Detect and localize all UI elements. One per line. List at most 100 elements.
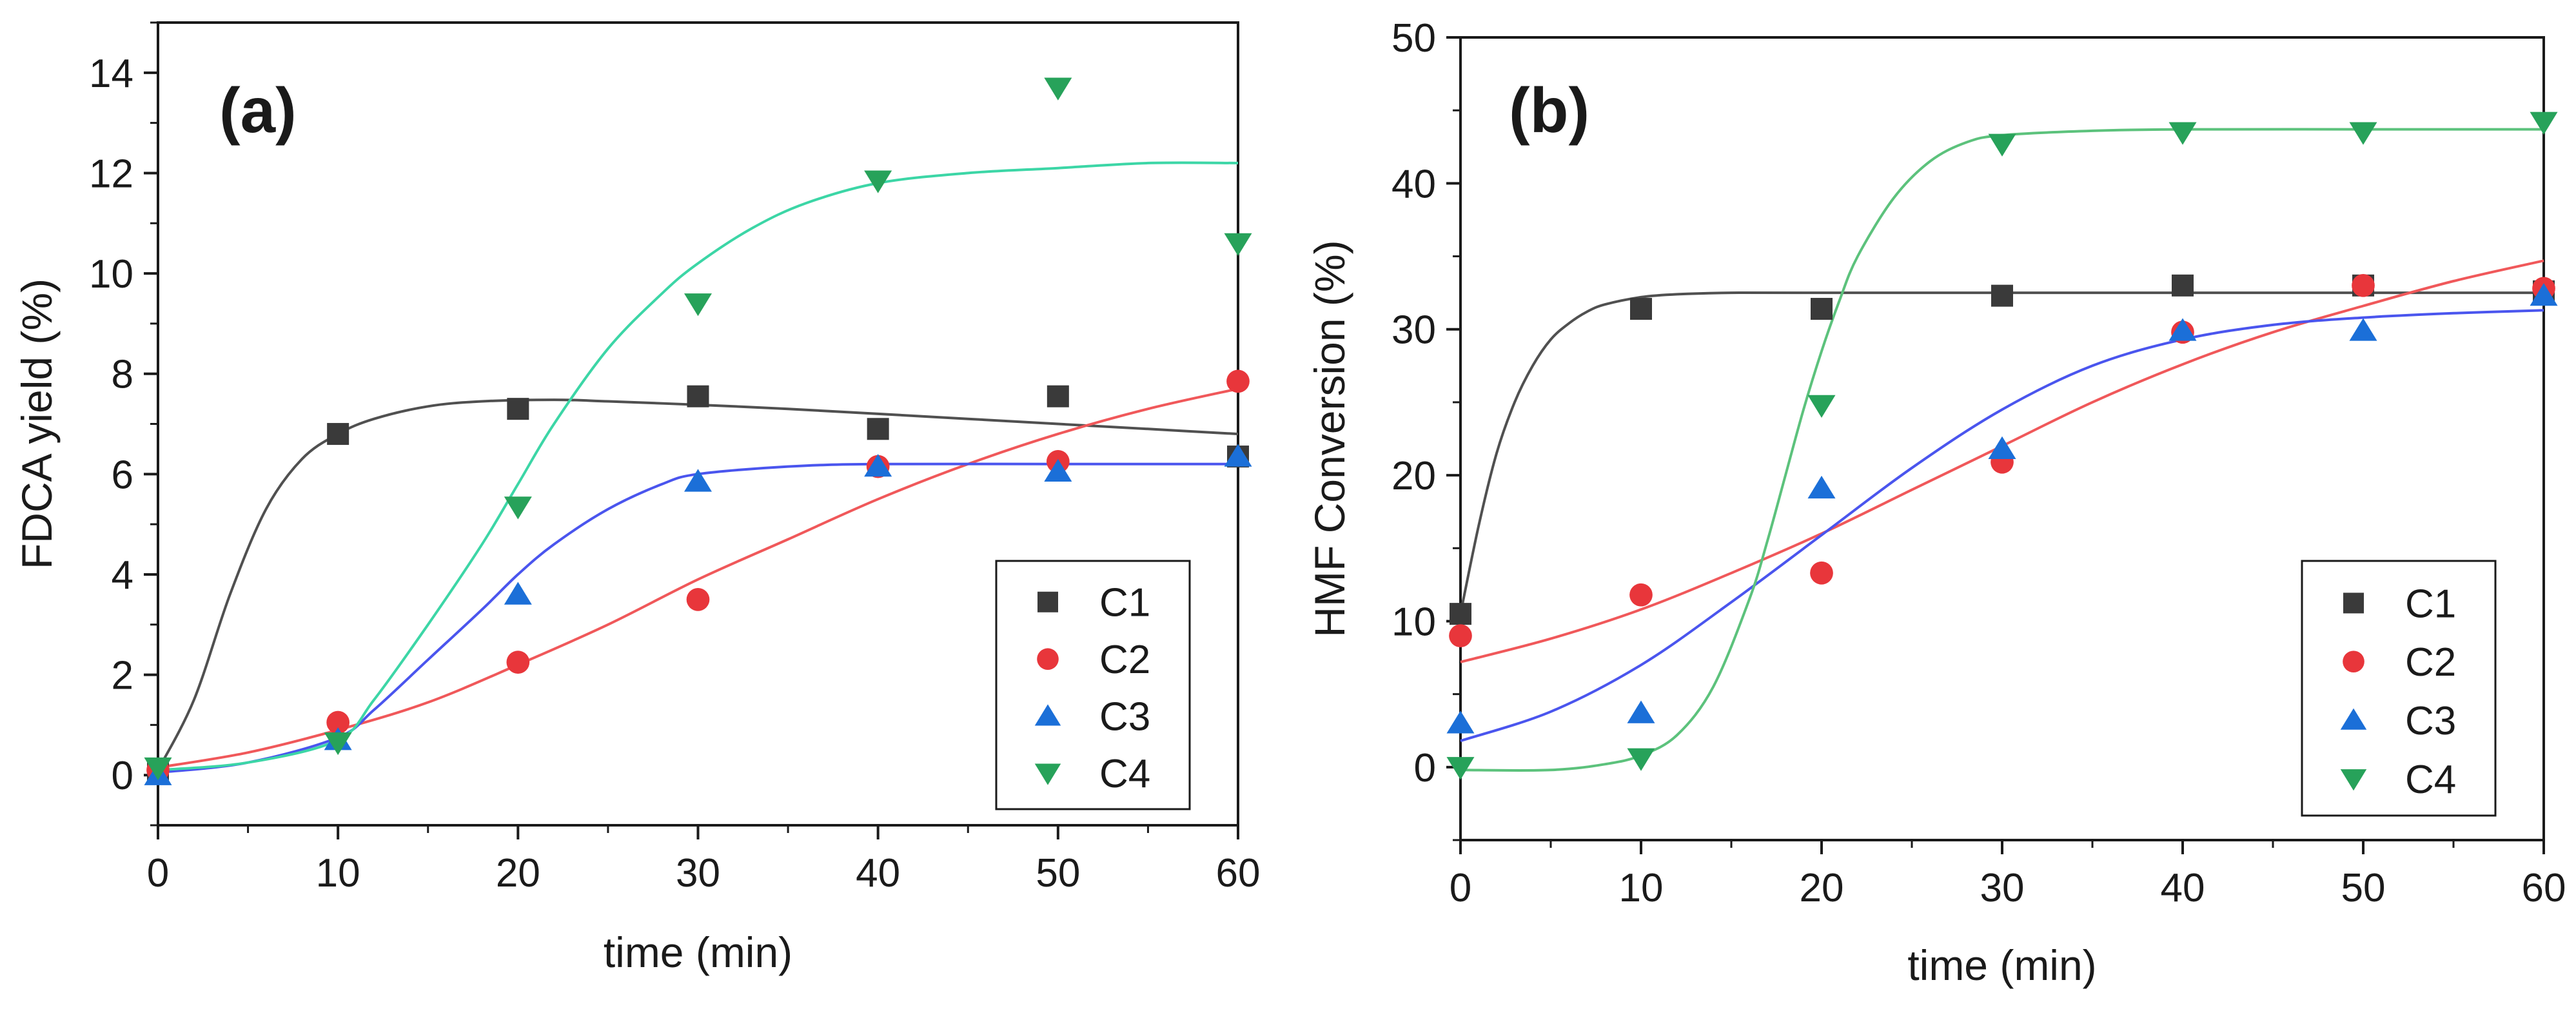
- plot-b-point-c1: [1811, 298, 1833, 320]
- plot-a-legend: C1 C2 C3 C4: [995, 560, 1191, 810]
- plot-b-data-points: [1446, 112, 2558, 780]
- plot-b-x-tick-label: 10: [1619, 866, 1664, 910]
- plot-a-point-c3: [683, 469, 713, 492]
- plot-a-x-tick-label: 10: [316, 851, 360, 896]
- plot-a-y-tick-label: 4: [112, 553, 133, 598]
- plot-b-ticks: 0 10 20 30 40 50 60 0 10 20 30 40 50: [1391, 16, 2566, 910]
- plot-b-legend-label-c4: C4: [2405, 758, 2456, 802]
- plot-b-point-c3: [1807, 475, 1836, 499]
- plot-b-point-c4: [1446, 757, 1475, 780]
- plot-b-point-c4: [2168, 122, 2197, 145]
- plot-a-y-tick-label: 6: [112, 453, 133, 497]
- plot-a-x-tick-label: 60: [1216, 851, 1261, 896]
- plot-a-point-c4: [504, 496, 532, 520]
- plot-a-y-tick-label: 12: [89, 152, 133, 196]
- plot-a-point-c3: [1044, 458, 1072, 482]
- plot-a-point-c3: [864, 454, 892, 477]
- plot-b-point-c2: [1449, 624, 1472, 647]
- plot-a-y-axis-label: FDCA yield (%): [13, 279, 61, 569]
- plot-a-point-c4: [324, 732, 352, 756]
- plot-b-legend-marker-c1: [2343, 593, 2364, 614]
- panel-b-label: (b): [1509, 75, 1589, 146]
- plot-b-legend-label-c3: C3: [2405, 699, 2456, 743]
- plot-b-point-c2: [1810, 561, 1833, 585]
- plot-b-legend-marker-c4: [2340, 769, 2367, 791]
- plot-b-point-c3: [1627, 700, 1655, 723]
- plot-b-fit-curve-c3: [1460, 309, 2544, 743]
- plot-b-point-c3: [2168, 318, 2197, 341]
- plot-a-point-c4: [683, 293, 713, 317]
- plot-b-point-c4: [1627, 748, 1655, 771]
- plot-a-x-tick-label: 50: [1036, 851, 1080, 896]
- plot-b-x-tick-label: 20: [1800, 866, 1844, 910]
- plot-b-y-tick-label: 0: [1414, 746, 1436, 790]
- plot-a-y-tick-label: 10: [89, 252, 133, 297]
- plot-a-point-c1: [327, 423, 349, 446]
- plot-a-x-tick-label: 30: [676, 851, 720, 896]
- plot-a-point-c4: [1224, 233, 1252, 256]
- plot-b-point-c2: [1629, 583, 1653, 607]
- plot-b-x-tick-label: 30: [1980, 866, 2025, 910]
- plot-a-point-c2: [506, 651, 530, 674]
- plot-a-y-tick-label: 8: [112, 353, 133, 397]
- plot-b-point-c3: [1988, 436, 2016, 459]
- plot-b-point-c1: [2172, 274, 2194, 297]
- plot-a-legend-label-c2: C2: [1099, 638, 1150, 682]
- plot-a-y-tick-label: 2: [112, 654, 133, 698]
- plot-b-point-c1: [1991, 284, 2013, 307]
- plot-a-x-tick-label: 0: [147, 851, 169, 896]
- plot-a-point-c3: [504, 582, 532, 605]
- plot-b-point-c4: [2530, 112, 2558, 135]
- plot-b-y-tick-label: 10: [1391, 600, 1436, 644]
- plot-a-legend-marker-c1: [1037, 591, 1058, 612]
- plot-a-legend-label-c1: C1: [1099, 581, 1150, 625]
- plot-a-point-c3: [1224, 444, 1252, 467]
- plot-b-y-axis-label: HMF Conversion (%): [1306, 240, 1353, 637]
- plot-a-legend-marker-c2: [1037, 648, 1059, 671]
- plot-a-legend-marker-c3: [1034, 704, 1061, 726]
- plot-a-point-c4: [1044, 77, 1072, 101]
- plot-b-point-c4: [2349, 122, 2377, 145]
- plot-b-y-tick-label: 20: [1391, 454, 1436, 498]
- plot-a-fit-curve-c1: [157, 398, 1239, 771]
- plot-a-legend-label-c3: C3: [1099, 695, 1150, 740]
- plot-b-y-tick-label: 30: [1391, 308, 1436, 353]
- plot-a-point-c2: [326, 710, 350, 734]
- plot-b-point-c4: [1988, 133, 2016, 157]
- plot-b-x-tick-label: 60: [2522, 866, 2566, 910]
- plot-b-legend-marker-c2: [2343, 651, 2365, 672]
- plot-a-data-points: [144, 77, 1252, 785]
- plot-a-point-c1: [1047, 385, 1069, 407]
- plot-b-x-tick-label: 50: [2341, 866, 2386, 910]
- plot-b-point-c4: [1807, 395, 1836, 418]
- plot-b-point-c3: [1446, 710, 1475, 734]
- plot-b-point-c1: [1630, 298, 1652, 320]
- plot-b-x-axis-label: time (min): [1907, 941, 2096, 989]
- plot-b-legend-label-c1: C1: [2405, 582, 2456, 626]
- plot-b-point-c1: [1450, 603, 1471, 625]
- plot-b-point-c3: [2530, 283, 2558, 306]
- plot-a-fit-curve-c4: [157, 161, 1239, 772]
- plot-a-point-c4: [864, 170, 892, 193]
- plot-a-y-tick-label: 0: [112, 754, 133, 798]
- plot-a-point-c4: [144, 757, 172, 781]
- plot-b-fit-curve-c4: [1460, 128, 2544, 772]
- plot-a-x-tick-label: 40: [856, 851, 900, 896]
- plot-a-point-c1: [507, 398, 529, 420]
- plot-a-ticks: 0 10 20 30 40 50 60 0 2 4 6 8 10 12 14: [89, 21, 1261, 896]
- plot-a-legend-frame: [995, 560, 1191, 810]
- plot-a-x-axis-label: time (min): [604, 928, 792, 976]
- plot-a-y-tick-label: 14: [89, 52, 133, 96]
- plot-a-legend-marker-c4: [1034, 763, 1061, 785]
- plot-a-point-c2: [1226, 369, 1250, 393]
- plot-b-point-c2: [2352, 273, 2375, 297]
- plot-b-legend-marker-c3: [2340, 708, 2367, 730]
- plot-b-fit-curve-c1: [1459, 291, 2544, 614]
- plot-a-point-c1: [867, 418, 889, 440]
- plot-b-legend-label-c2: C2: [2405, 640, 2456, 685]
- plot-b-x-tick-label: 40: [2161, 866, 2205, 910]
